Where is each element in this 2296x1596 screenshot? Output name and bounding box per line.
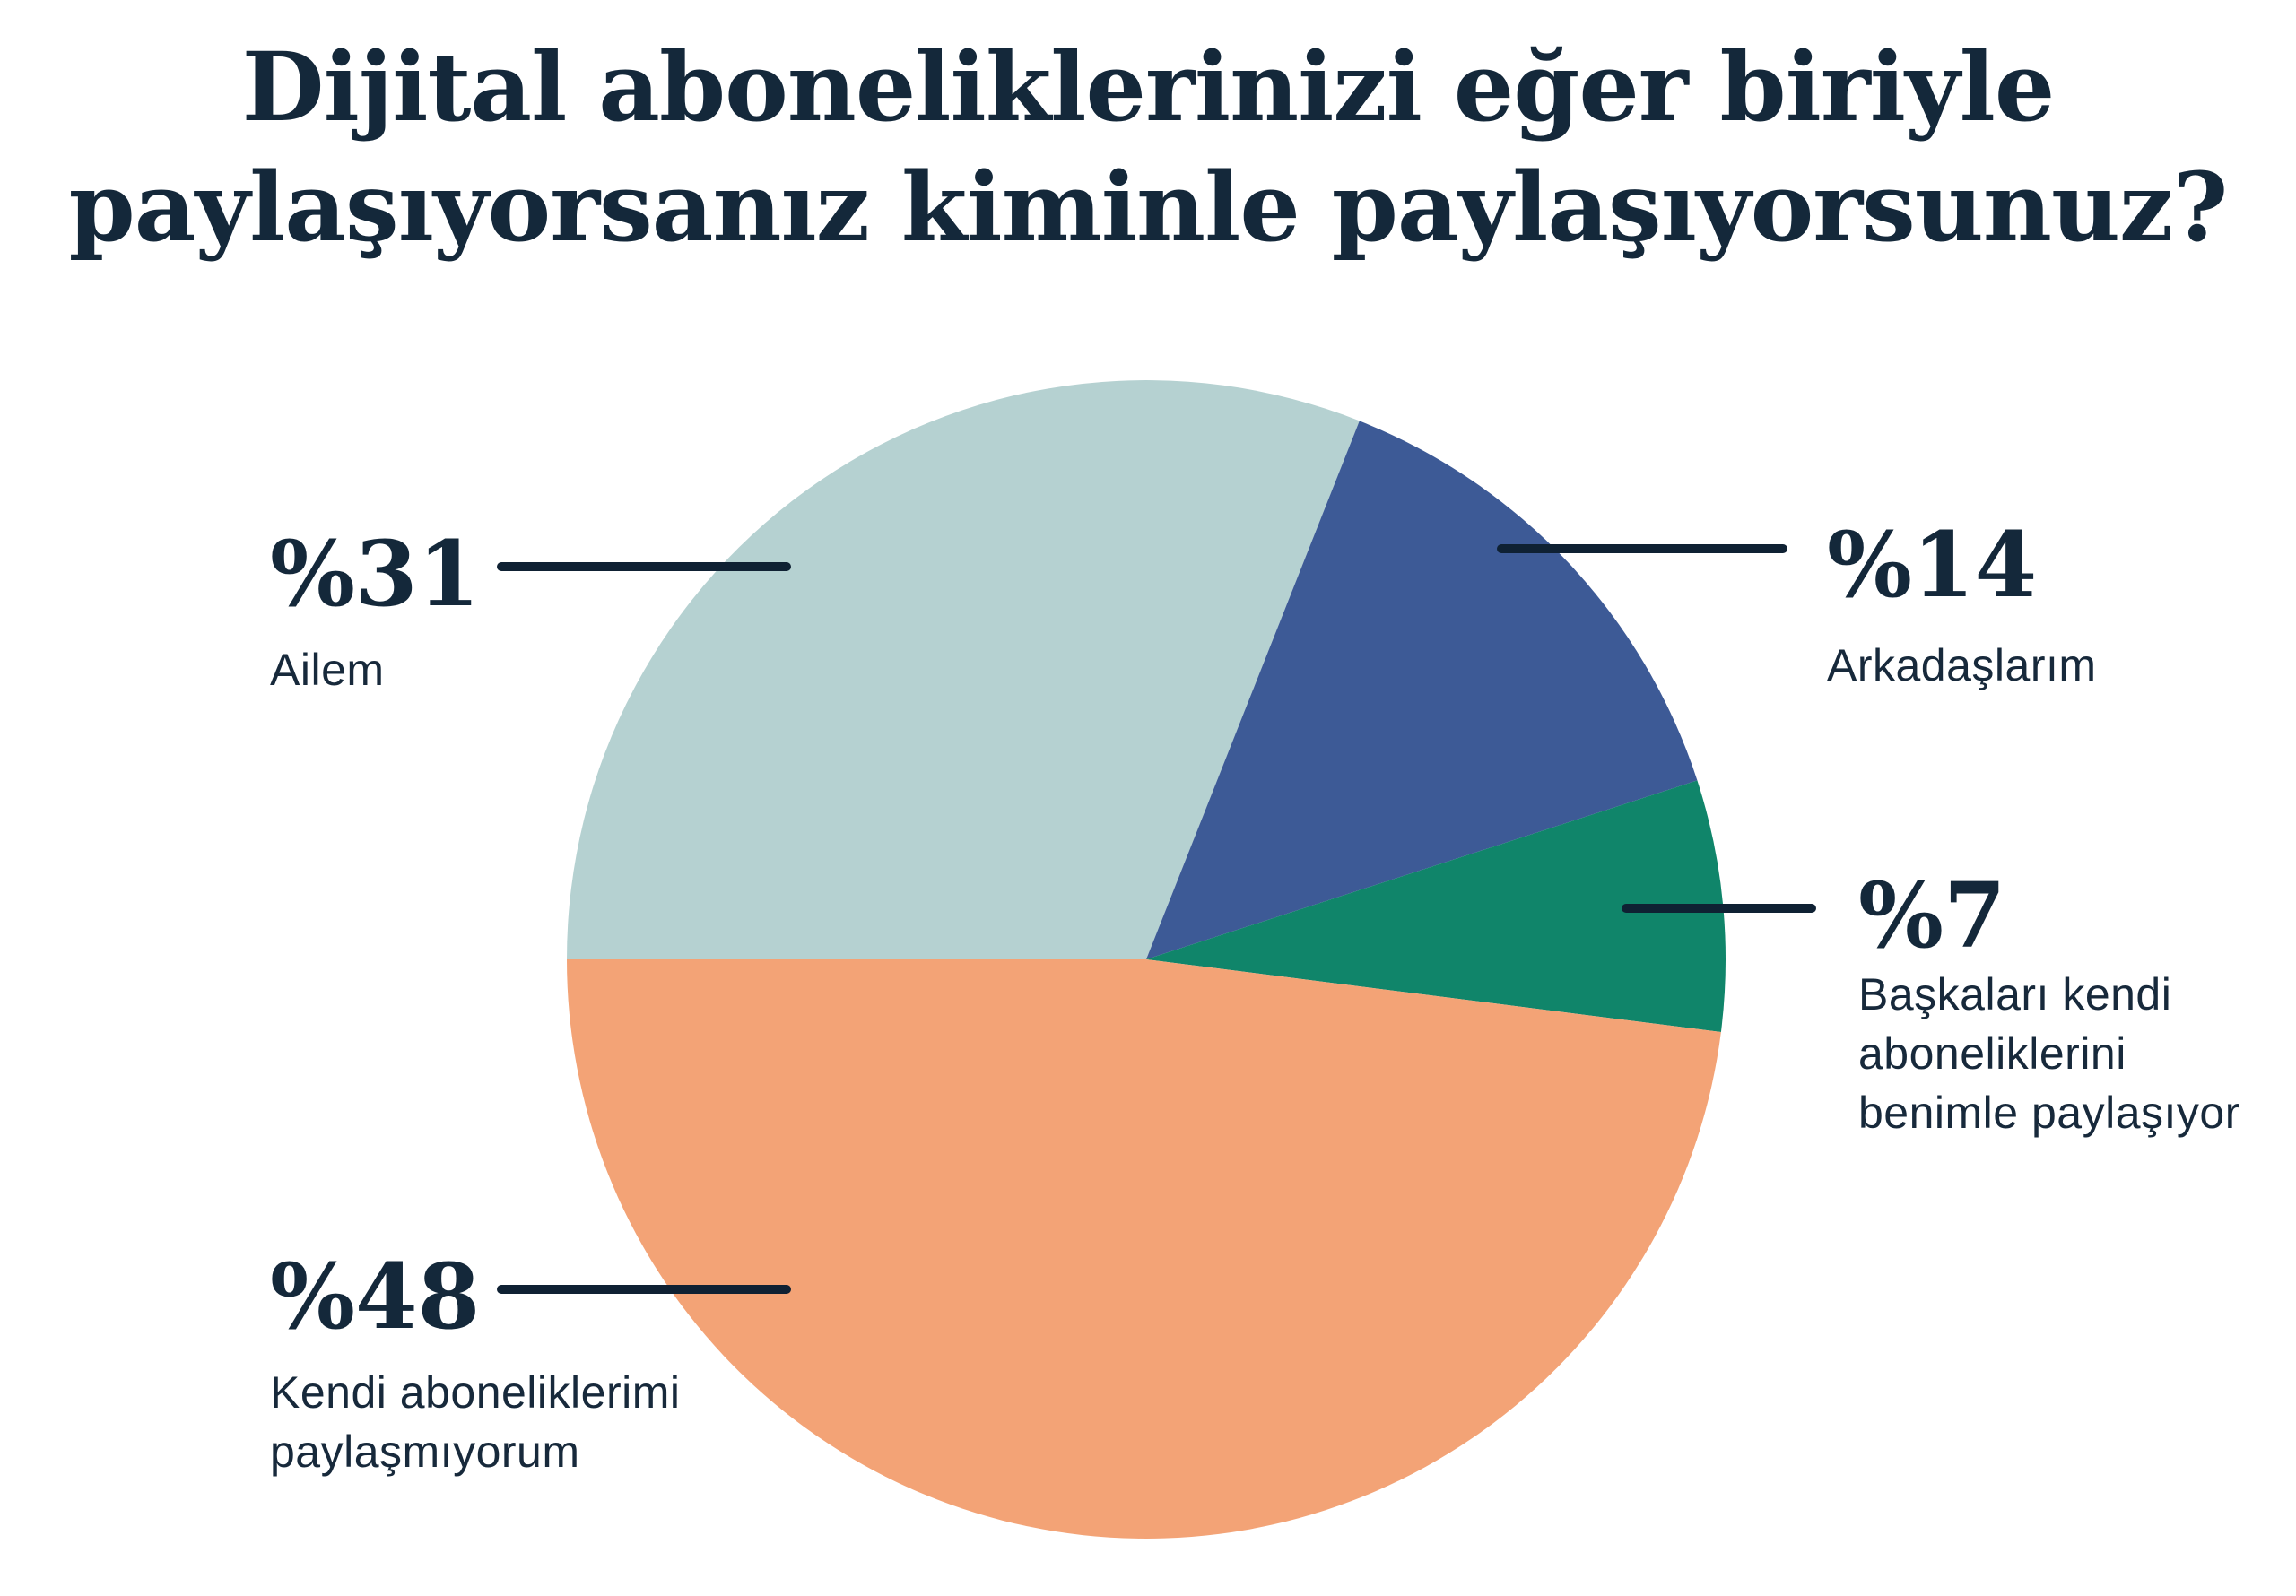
leader-line-kendi	[497, 1285, 791, 1294]
leader-line-baskalari	[1622, 904, 1816, 913]
label-pct-baskalari: %7	[1858, 863, 2006, 968]
pie-slice-ailem	[567, 380, 1360, 959]
leader-line-arkadaslarim	[1497, 544, 1787, 553]
pie-slice-arkadaslarim	[1146, 421, 1698, 959]
label-text-baskalari: Başkaları kendi aboneliklerini benimle p…	[1858, 969, 2240, 1138]
label-text-kendi: Kendi aboneliklerimi paylaşmıyorum	[270, 1367, 681, 1477]
label-pct-ailem: %31	[270, 521, 481, 627]
label-text-arkadaslarim: Arkadaşlarım	[1827, 640, 2097, 690]
pie-slice-kendi	[567, 959, 1721, 1539]
leader-line-ailem	[497, 562, 791, 571]
label-pct-kendi: %48	[270, 1244, 481, 1349]
chart-title-line1: Dijital aboneliklerinizi eğer biriyle	[241, 30, 2056, 143]
pie-slice-baskalari	[1146, 780, 1726, 1032]
chart-title: Dijital aboneliklerinizi eğer biriyle pa…	[0, 27, 2296, 266]
label-pct-arkadaslarim: %14	[1827, 512, 2038, 618]
label-text-ailem: Ailem	[270, 645, 385, 695]
chart-title-line2: paylaşıyorsanız kiminle paylaşıyorsunuz?	[68, 150, 2229, 263]
